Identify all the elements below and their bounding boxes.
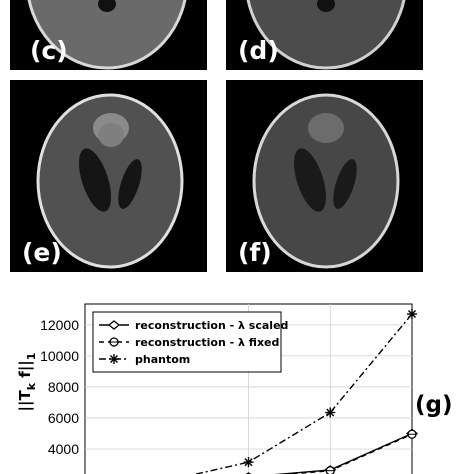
y-axis-label: ||Tk f||1 [16,353,38,412]
series-line [274,432,413,474]
y-ticks: 2000 4000 6000 8000 10000 12000 [40,317,79,474]
panel-label-e: (e) [22,238,62,267]
phantom-panel-d: (d) [226,0,423,70]
y-axis-title-part: 1 [25,353,38,361]
panel-label-d: (d) [238,36,279,65]
legend-marker [107,320,121,330]
series-solid [246,428,419,474]
y-tick-label: 12000 [40,317,79,333]
y-axis-title-part: ||T [16,389,35,411]
phantom-image-d [246,0,406,70]
norm-chart: ||Tk f||1 2000 4000 6000 8000 10000 12000 rec… [16,303,419,474]
legend-marker [109,354,119,364]
series-group [193,309,419,474]
phantom-image-c [27,0,187,70]
phantom-panel-f: (f) [226,80,423,272]
y-tick-label: 6000 [48,410,79,426]
y-tick-label: 10000 [40,348,79,364]
legend-label: reconstruction - λ scaled [135,319,288,332]
panel-label-c: (c) [30,36,68,65]
y-axis-title-part: f|| [16,360,35,383]
phantom-panel-c: (c) [10,0,207,70]
phantom-panel-e: (e) [10,80,207,272]
legend: reconstruction - λ scaled reconstruction … [92,311,288,373]
panel-label-g: (g) [415,392,453,418]
legend-label: phantom [135,353,190,366]
series-line [193,313,413,474]
phantom-image-e [36,93,184,269]
series-line [283,433,413,474]
legend-box [92,311,282,373]
y-axis-title: ||Tk f||1 [16,353,38,412]
data-point [407,309,417,319]
y-tick-label: 8000 [48,379,79,395]
y-tick-label: 2000 [48,472,79,474]
panel-label-f: (f) [238,238,272,267]
series-dashed [245,429,417,474]
y-tick-label: 4000 [48,441,79,457]
phantom-image-f [252,93,400,269]
data-point [326,408,335,417]
legend-label: reconstruction - λ fixed [135,336,279,349]
series-dashdot [193,309,417,474]
y-axis-title-part: k [25,382,38,390]
data-point [244,458,253,467]
